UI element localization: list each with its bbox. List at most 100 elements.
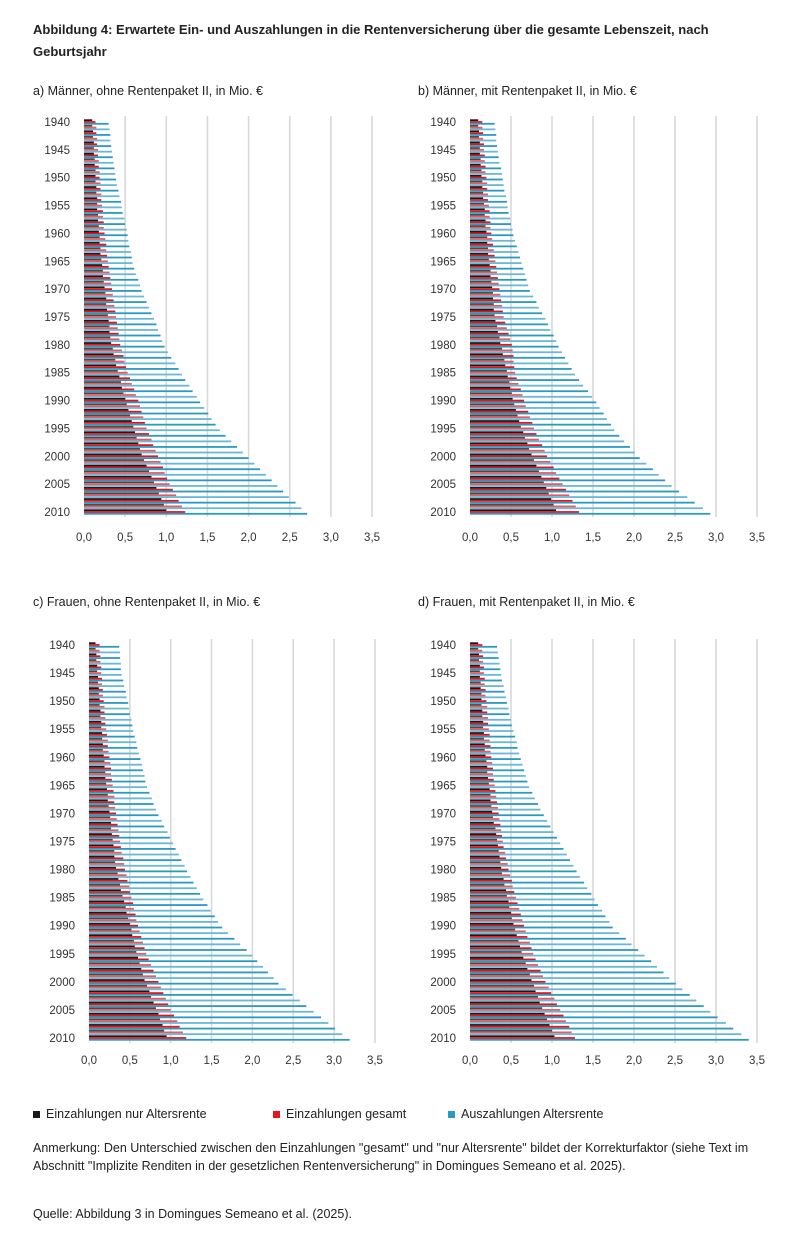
bar-auszahlungen-altersrente-2010 — [84, 512, 308, 515]
bar-einzahlungen-gesamt-1972 — [470, 299, 502, 302]
bar-auszahlungen-altersrente-2005 — [89, 1010, 314, 1013]
bar-auszahlungen-altersrente-1983 — [89, 887, 197, 890]
bar-einzahlungen-gesamt-1959 — [84, 226, 104, 229]
bar-auszahlungen-altersrente-2005 — [84, 485, 278, 487]
bar-auszahlungen-altersrente-1947 — [470, 161, 500, 164]
y-tick-label: 1960 — [49, 752, 75, 764]
y-tick-label: 2005 — [49, 1005, 75, 1017]
bar-einzahlungen-nur-altersrente-2002 — [89, 990, 150, 993]
bar-einzahlungen-nur-altersrente-2010 — [470, 509, 557, 512]
bar-auszahlungen-altersrente-2002 — [470, 993, 690, 996]
bar-einzahlungen-gesamt-1999 — [89, 975, 156, 978]
bar-einzahlungen-nur-altersrente-1968 — [470, 275, 491, 278]
bar-einzahlungen-nur-altersrente-1947 — [470, 681, 481, 684]
bar-einzahlungen-nur-altersrente-1977 — [89, 850, 115, 852]
bar-auszahlungen-altersrente-1989 — [470, 921, 610, 923]
bar-auszahlungen-altersrente-1943 — [470, 662, 500, 665]
bar-einzahlungen-nur-altersrente-2006 — [470, 1012, 545, 1015]
bar-einzahlungen-gesamt-1953 — [470, 193, 489, 196]
bar-auszahlungen-altersrente-1959 — [470, 752, 520, 755]
bar-auszahlungen-altersrente-1983 — [470, 887, 588, 890]
bar-einzahlungen-gesamt-1953 — [84, 193, 102, 196]
bar-einzahlungen-gesamt-2004 — [84, 477, 168, 480]
bar-einzahlungen-nur-altersrente-1952 — [470, 186, 483, 188]
bar-auszahlungen-altersrente-1990 — [84, 401, 201, 404]
bar-einzahlungen-gesamt-1975 — [470, 840, 503, 843]
bar-einzahlungen-gesamt-1960 — [89, 756, 110, 759]
bar-einzahlungen-nur-altersrente-2009 — [470, 1029, 552, 1032]
bar-einzahlungen-nur-altersrente-1958 — [84, 219, 98, 222]
y-tick-label: 1975 — [49, 837, 75, 849]
bar-einzahlungen-gesamt-1997 — [470, 438, 539, 441]
bar-einzahlungen-nur-altersrente-2000 — [470, 453, 532, 456]
bar-einzahlungen-gesamt-1987 — [470, 382, 519, 385]
bar-auszahlungen-altersrente-1999 — [470, 977, 670, 979]
bar-auszahlungen-altersrente-1949 — [470, 173, 502, 175]
bar-einzahlungen-nur-altersrente-1949 — [84, 169, 96, 172]
bar-auszahlungen-altersrente-1974 — [89, 836, 170, 839]
bar-auszahlungen-altersrente-1964 — [84, 256, 132, 259]
bar-auszahlungen-altersrente-1967 — [470, 797, 535, 800]
bar-einzahlungen-gesamt-1942 — [470, 132, 484, 135]
bar-einzahlungen-gesamt-1958 — [89, 745, 108, 747]
bar-auszahlungen-altersrente-2001 — [470, 462, 647, 465]
bar-einzahlungen-gesamt-1991 — [470, 930, 526, 933]
bar-einzahlungen-gesamt-1988 — [470, 913, 521, 916]
bar-einzahlungen-nur-altersrente-1960 — [84, 230, 99, 233]
bar-auszahlungen-altersrente-1984 — [84, 368, 179, 370]
bar-einzahlungen-nur-altersrente-2001 — [470, 984, 534, 987]
bar-einzahlungen-nur-altersrente-1992 — [470, 934, 517, 937]
bar-einzahlungen-nur-altersrente-1943 — [470, 136, 480, 138]
bar-einzahlungen-nur-altersrente-1953 — [470, 191, 484, 194]
bar-einzahlungen-gesamt-1940 — [89, 644, 100, 646]
bar-einzahlungen-nur-altersrente-1940 — [470, 642, 479, 645]
bar-einzahlungen-nur-altersrente-1981 — [470, 872, 502, 875]
bar-einzahlungen-nur-altersrente-1952 — [470, 709, 483, 712]
bar-auszahlungen-altersrente-1966 — [84, 267, 135, 270]
bar-einzahlungen-nur-altersrente-1944 — [89, 664, 98, 667]
bar-auszahlungen-altersrente-1976 — [470, 848, 564, 850]
bar-einzahlungen-nur-altersrente-1970 — [89, 810, 110, 813]
bar-einzahlungen-nur-altersrente-1950 — [89, 698, 100, 701]
bar-einzahlungen-gesamt-2007 — [89, 1020, 178, 1023]
bar-auszahlungen-altersrente-1994 — [89, 949, 247, 951]
y-tick-label: 2005 — [44, 479, 70, 491]
bar-einzahlungen-gesamt-1955 — [470, 204, 489, 207]
bar-einzahlungen-nur-altersrente-1969 — [84, 280, 104, 283]
bar-einzahlungen-gesamt-2000 — [84, 455, 159, 458]
bar-auszahlungen-altersrente-1997 — [84, 440, 232, 443]
bar-auszahlungen-altersrente-1995 — [89, 954, 253, 957]
bar-einzahlungen-nur-altersrente-2007 — [470, 492, 549, 495]
bar-einzahlungen-gesamt-1994 — [89, 947, 145, 950]
bar-einzahlungen-gesamt-1943 — [89, 660, 101, 663]
bar-auszahlungen-altersrente-1978 — [84, 334, 161, 337]
bar-auszahlungen-altersrente-1960 — [470, 234, 514, 237]
bar-einzahlungen-nur-altersrente-1968 — [89, 799, 108, 802]
bar-auszahlungen-altersrente-1979 — [89, 864, 185, 867]
bar-einzahlungen-nur-altersrente-2006 — [470, 487, 547, 489]
bar-einzahlungen-nur-altersrente-1952 — [84, 186, 97, 188]
bar-einzahlungen-nur-altersrente-1972 — [470, 821, 494, 824]
bar-einzahlungen-nur-altersrente-1975 — [470, 314, 495, 317]
bar-einzahlungen-nur-altersrente-1972 — [89, 821, 112, 824]
bar-einzahlungen-gesamt-1948 — [470, 165, 486, 168]
bar-einzahlungen-nur-altersrente-1957 — [470, 737, 484, 740]
bar-einzahlungen-nur-altersrente-1964 — [470, 253, 489, 255]
bar-einzahlungen-nur-altersrente-1959 — [89, 748, 103, 751]
bar-einzahlungen-nur-altersrente-1944 — [470, 141, 480, 144]
bar-einzahlungen-nur-altersrente-1986 — [470, 900, 509, 903]
bar-auszahlungen-altersrente-2004 — [89, 1005, 307, 1008]
y-tick-label: 1945 — [49, 668, 75, 680]
bar-auszahlungen-altersrente-1989 — [89, 921, 219, 923]
bar-auszahlungen-altersrente-1949 — [89, 696, 127, 699]
bar-einzahlungen-nur-altersrente-1997 — [89, 962, 140, 965]
bar-einzahlungen-gesamt-1989 — [470, 919, 523, 921]
bar-auszahlungen-altersrente-1944 — [470, 668, 501, 671]
bar-einzahlungen-gesamt-1979 — [84, 338, 120, 341]
y-tick-label: 1950 — [49, 696, 75, 708]
bar-einzahlungen-gesamt-1989 — [89, 919, 137, 921]
bar-auszahlungen-altersrente-1992 — [470, 412, 604, 415]
bar-einzahlungen-nur-altersrente-1982 — [84, 353, 114, 356]
bar-einzahlungen-nur-altersrente-1965 — [89, 782, 107, 785]
bar-auszahlungen-altersrente-1966 — [89, 791, 150, 794]
